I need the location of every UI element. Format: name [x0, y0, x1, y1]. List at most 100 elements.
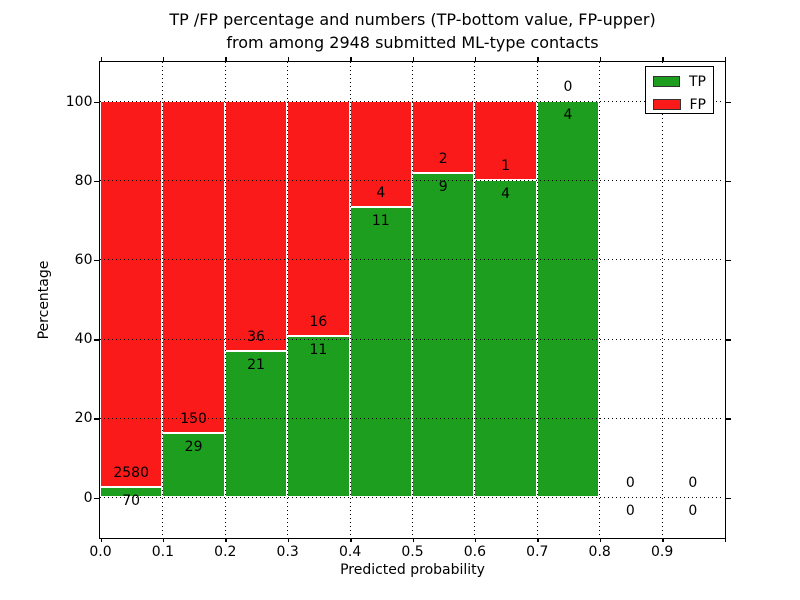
x-tick-bottom — [537, 537, 539, 542]
y-tick-label: 20 — [74, 410, 93, 427]
x-tick-label: 0.6 — [463, 544, 487, 560]
bar-label-fp: 1 — [501, 158, 511, 175]
x-tick-top — [287, 56, 290, 61]
bar-label-fp: 0 — [625, 475, 635, 491]
fp-color-swatch — [653, 99, 681, 110]
y-tick-label: 40 — [74, 331, 93, 348]
bar-label-tp: 21 — [247, 357, 265, 374]
x-tick-top — [100, 56, 102, 61]
y-tick-label: 80 — [74, 172, 93, 189]
legend-item-fp: FP — [653, 96, 706, 113]
bar-label-fp: 16 — [309, 313, 328, 330]
x-tick-bottom — [100, 537, 102, 542]
x-tick-top — [350, 56, 352, 61]
bar-segment-fp — [287, 101, 350, 336]
bar-segment-tp — [349, 206, 412, 497]
y-tick-left — [94, 101, 99, 103]
bar-label-tp: 11 — [371, 212, 390, 229]
x-tick-top — [162, 56, 165, 61]
plot-area: 2580 70 150 29 36 21 16 11 4 11 2 9 1 4 0 4 0 0 0 0 — [99, 61, 726, 539]
bar-label-tp: 9 — [438, 178, 448, 195]
y-tick-right — [726, 497, 731, 499]
y-tick-label: 0 — [83, 489, 93, 506]
x-tick-label: 0.5 — [401, 544, 424, 560]
x-tick-bottom — [724, 537, 726, 542]
x-tick-label: 0.3 — [276, 544, 299, 560]
bar-label-fp: 2580 — [113, 464, 150, 481]
gridline-vertical — [599, 62, 601, 537]
chart-title-line1: TP /FP percentage and numbers (TP-bottom… — [169, 10, 656, 29]
gridline-vertical — [349, 62, 351, 537]
y-tick-right — [726, 339, 731, 341]
y-tick-left — [94, 259, 99, 262]
bar-segment-fp — [100, 101, 163, 487]
bar-segment-tp — [162, 432, 225, 497]
x-tick-label: 0.8 — [588, 544, 611, 560]
x-tick-label: 0.4 — [338, 544, 362, 560]
x-tick-top — [412, 56, 414, 61]
bar-label-tp: 4 — [501, 186, 511, 203]
tp-color-swatch — [653, 76, 680, 87]
gridline-vertical — [474, 62, 476, 537]
chart-title: TP /FP percentage and numbers (TP-bottom… — [99, 8, 726, 54]
x-tick-top — [474, 56, 477, 61]
y-tick-left — [94, 418, 99, 420]
y-tick-label: 60 — [74, 251, 93, 268]
y-tick-left — [94, 497, 99, 499]
bar-label-tp: 0 — [625, 503, 635, 519]
y-tick-right — [726, 259, 731, 262]
bar-label-fp: 4 — [376, 184, 386, 201]
x-tick-top — [662, 56, 664, 61]
x-tick-top — [537, 56, 539, 61]
y-tick-label: 100 — [65, 93, 93, 110]
gridline-vertical — [162, 62, 164, 537]
gridline-vertical — [224, 62, 226, 537]
x-tick-label: 0.1 — [151, 544, 175, 560]
x-tick-bottom — [162, 537, 165, 542]
chart-title-line2: from among 2948 submitted ML-type contac… — [226, 33, 599, 52]
bar-label-fp: 150 — [180, 410, 207, 427]
x-tick-bottom — [412, 537, 414, 542]
bar-label-fp: 0 — [563, 79, 573, 95]
x-tick-bottom — [287, 537, 290, 542]
bar-segment-fp — [224, 101, 288, 352]
y-tick-left — [94, 180, 99, 183]
y-tick-right — [726, 180, 731, 183]
bar-label-tp: 11 — [309, 341, 328, 358]
x-tick-label: 0.9 — [650, 544, 674, 560]
bar-segment-fp — [412, 101, 475, 173]
legend-label-fp: FP — [689, 96, 707, 113]
bar-label-tp: 70 — [122, 492, 141, 509]
x-tick-bottom — [599, 537, 602, 542]
x-axis-label: Predicted probability — [340, 562, 485, 578]
x-tick-top — [225, 56, 227, 61]
bar-segment-tp — [412, 172, 475, 497]
x-tick-bottom — [662, 537, 664, 542]
bar-segment-tp — [100, 486, 163, 497]
gridline-vertical — [661, 62, 663, 537]
y-axis-label: Percentage — [36, 260, 52, 340]
bar-label-fp: 2 — [438, 150, 448, 167]
x-tick-top — [724, 56, 726, 61]
bar-label-fp: 36 — [247, 329, 265, 346]
x-tick-bottom — [474, 537, 477, 542]
gridline-vertical — [536, 62, 538, 537]
bar-label-fp: 0 — [688, 475, 698, 491]
bar-segment-tp — [287, 335, 350, 497]
gridline-vertical — [412, 62, 413, 537]
bar-segment-fp — [162, 101, 225, 433]
legend-item-tp: TP — [653, 73, 706, 90]
gridline-vertical — [287, 62, 289, 537]
legend-label-tp: TP — [689, 73, 706, 90]
x-tick-label: 0.7 — [526, 544, 549, 560]
y-tick-left — [94, 339, 99, 341]
x-tick-label: 0.2 — [214, 544, 237, 560]
x-tick-bottom — [225, 537, 227, 542]
bar-label-tp: 29 — [184, 438, 203, 455]
x-tick-label: 0.0 — [89, 544, 112, 560]
y-tick-right — [726, 101, 731, 103]
y-tick-right — [726, 418, 731, 420]
x-tick-top — [599, 56, 602, 61]
plot-inner: 2580 70 150 29 36 21 16 11 4 11 2 9 1 4 0 4 0 0 0 0 — [100, 62, 725, 538]
